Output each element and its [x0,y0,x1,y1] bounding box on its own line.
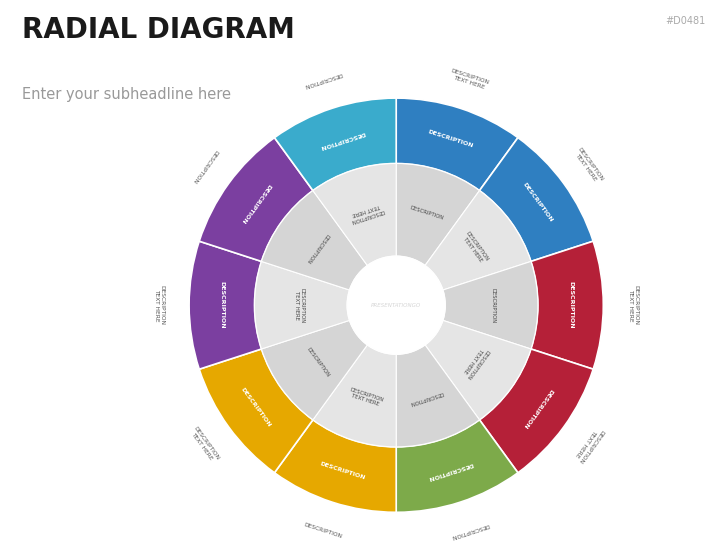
Text: DESCRIPTION
TEXT HERE: DESCRIPTION TEXT HERE [188,425,220,464]
Text: DESCRIPTION: DESCRIPTION [450,522,489,539]
Text: PRESENTATIONGO: PRESENTATIONGO [371,302,422,308]
Text: DESCRIPTION
TEXT HERE: DESCRIPTION TEXT HERE [348,202,385,223]
Text: DESCRIPTION: DESCRIPTION [319,130,366,149]
Text: DESCRIPTION: DESCRIPTION [409,390,443,405]
Text: DESCRIPTION: DESCRIPTION [521,387,553,428]
Text: DESCRIPTION
TEXT HERE: DESCRIPTION TEXT HERE [153,285,164,325]
Text: DESCRIPTION: DESCRIPTION [303,71,342,88]
Circle shape [348,256,445,354]
Wedge shape [313,345,396,447]
Text: DESCRIPTION: DESCRIPTION [303,522,342,539]
Wedge shape [425,191,531,290]
Text: DESCRIPTION: DESCRIPTION [319,461,366,481]
Text: DESCRIPTION: DESCRIPTION [220,281,225,329]
Wedge shape [262,191,367,290]
Text: DESCRIPTION: DESCRIPTION [239,182,271,223]
Text: DESCRIPTION: DESCRIPTION [190,148,218,184]
Wedge shape [189,241,262,369]
Text: #D0481: #D0481 [665,16,705,26]
Text: DESCRIPTION: DESCRIPTION [568,281,573,329]
Text: DESCRIPTION
TEXT HERE: DESCRIPTION TEXT HERE [572,425,604,464]
Wedge shape [396,164,480,265]
Wedge shape [199,138,313,262]
Text: DESCRIPTION
TEXT HERE: DESCRIPTION TEXT HERE [449,69,490,91]
Text: DESCRIPTION: DESCRIPTION [427,461,473,481]
Wedge shape [313,164,396,265]
Text: DESCRIPTION
TEXT HERE: DESCRIPTION TEXT HERE [294,288,305,323]
Text: DESCRIPTION
TEXT HERE: DESCRIPTION TEXT HERE [572,147,604,185]
Text: Enter your subheadline here: Enter your subheadline here [22,87,230,102]
Wedge shape [396,345,480,447]
Wedge shape [275,98,396,191]
Wedge shape [275,420,396,512]
Wedge shape [396,420,518,512]
Text: DESCRIPTION
TEXT HERE: DESCRIPTION TEXT HERE [460,345,489,380]
Wedge shape [480,349,593,473]
Wedge shape [254,262,350,349]
Text: RADIAL DIAGRAM: RADIAL DIAGRAM [22,16,294,44]
Text: DESCRIPTION
TEXT HERE: DESCRIPTION TEXT HERE [628,285,639,325]
Wedge shape [396,98,518,191]
Text: DESCRIPTION: DESCRIPTION [427,130,473,149]
Text: DESCRIPTION: DESCRIPTION [239,387,271,428]
Text: DESCRIPTION: DESCRIPTION [305,232,330,264]
Text: DESCRIPTION: DESCRIPTION [521,182,553,223]
Text: DESCRIPTION: DESCRIPTION [491,288,496,323]
Wedge shape [480,138,593,262]
Text: DESCRIPTION
TEXT HERE: DESCRIPTION TEXT HERE [348,387,385,408]
Text: DESCRIPTION: DESCRIPTION [409,205,443,221]
Wedge shape [199,349,313,473]
Text: DESCRIPTION
TEXT HERE: DESCRIPTION TEXT HERE [460,231,489,265]
Wedge shape [262,320,367,420]
Text: DESCRIPTION: DESCRIPTION [305,347,330,378]
Wedge shape [531,241,603,369]
Wedge shape [443,262,538,349]
Wedge shape [425,320,531,420]
